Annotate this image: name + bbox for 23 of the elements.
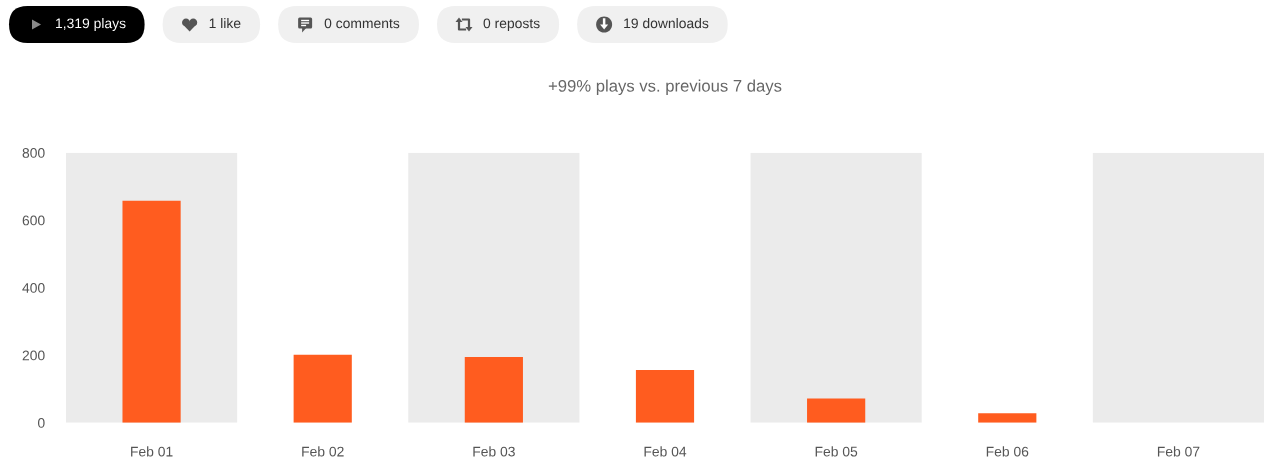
y-tick-label: 200: [22, 350, 45, 361]
x-tick-label: Feb 03: [473, 446, 515, 457]
x-tick-label: Feb 06: [986, 446, 1029, 457]
x-tick-label: Feb 05: [815, 446, 858, 457]
text: 0 comments: [324, 18, 400, 29]
x-tick-label: Feb 04: [644, 446, 687, 457]
text: 19 downloads: [624, 18, 709, 29]
bar: [978, 413, 1037, 423]
y-tick-label: 800: [22, 148, 45, 158]
chart-title: +99% plays vs. previous 7 days: [548, 79, 782, 96]
bar: [635, 370, 695, 423]
bar: [464, 356, 523, 423]
text: 1 like: [209, 18, 241, 29]
bar: [807, 398, 866, 423]
x-tick-label: Feb 07: [1157, 446, 1200, 457]
text: 0 reposts: [483, 18, 540, 31]
y-tick-label: 400: [22, 283, 45, 293]
bar: [293, 354, 352, 423]
x-tick-label: Feb 01: [131, 446, 173, 457]
text: 1,319 plays: [56, 18, 126, 31]
x-tick-label: Feb 02: [302, 446, 344, 457]
y-tick-label: 600: [22, 215, 45, 226]
y-tick-label: 0: [37, 418, 45, 428]
